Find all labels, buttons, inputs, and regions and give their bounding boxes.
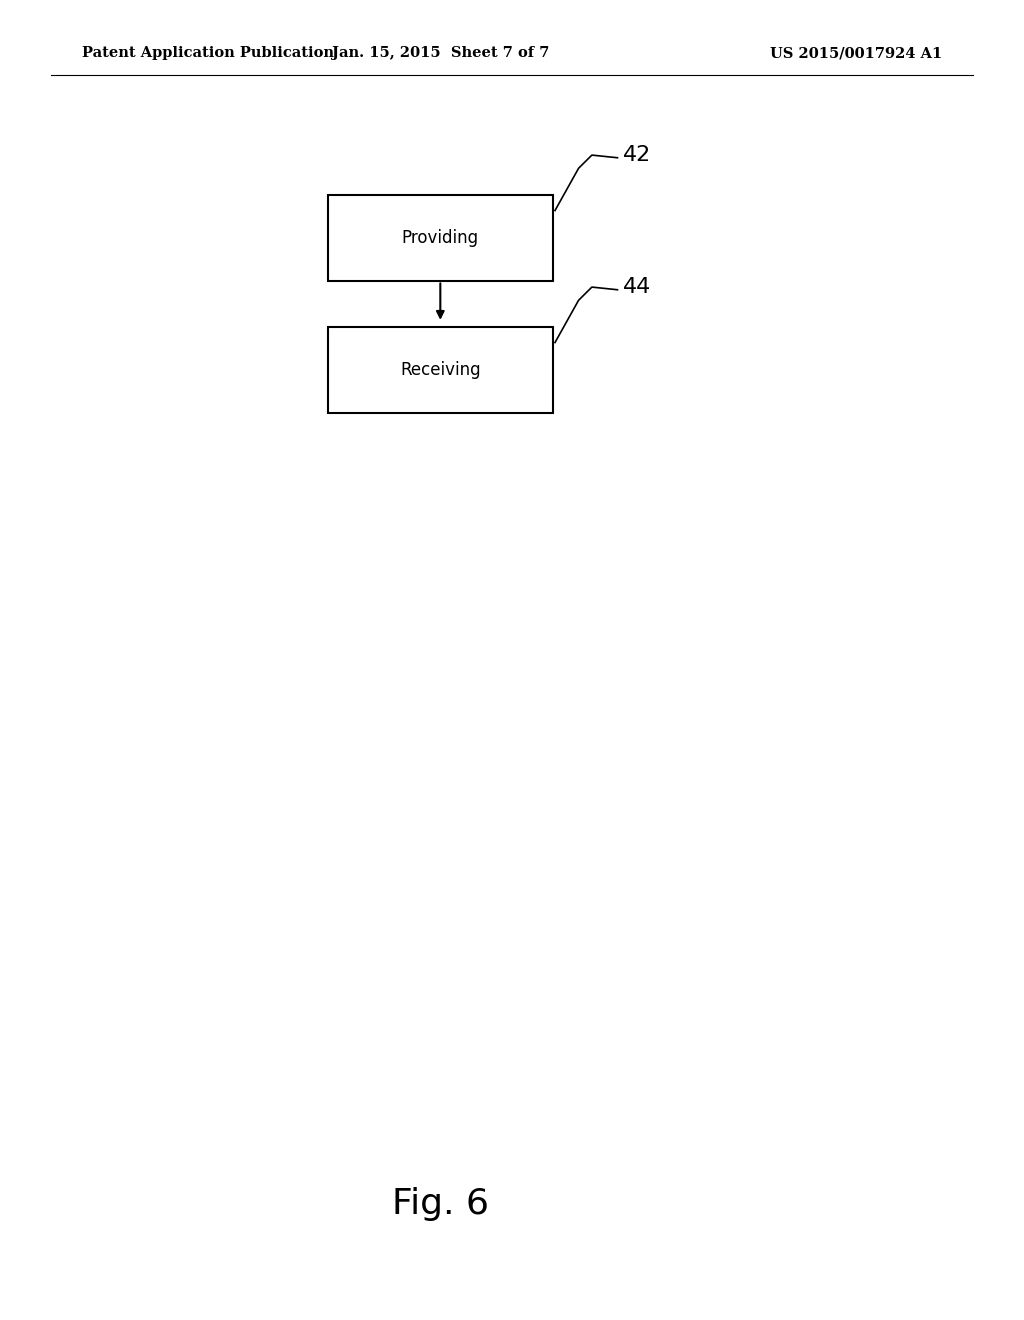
Text: Providing: Providing <box>401 228 479 247</box>
FancyBboxPatch shape <box>328 327 553 412</box>
Text: US 2015/0017924 A1: US 2015/0017924 A1 <box>770 46 942 61</box>
FancyBboxPatch shape <box>328 195 553 281</box>
Text: Receiving: Receiving <box>400 360 480 379</box>
Text: Jan. 15, 2015  Sheet 7 of 7: Jan. 15, 2015 Sheet 7 of 7 <box>332 46 549 61</box>
Text: 42: 42 <box>623 145 651 165</box>
Text: 44: 44 <box>623 277 651 297</box>
Text: Patent Application Publication: Patent Application Publication <box>82 46 334 61</box>
Text: Fig. 6: Fig. 6 <box>392 1187 488 1221</box>
